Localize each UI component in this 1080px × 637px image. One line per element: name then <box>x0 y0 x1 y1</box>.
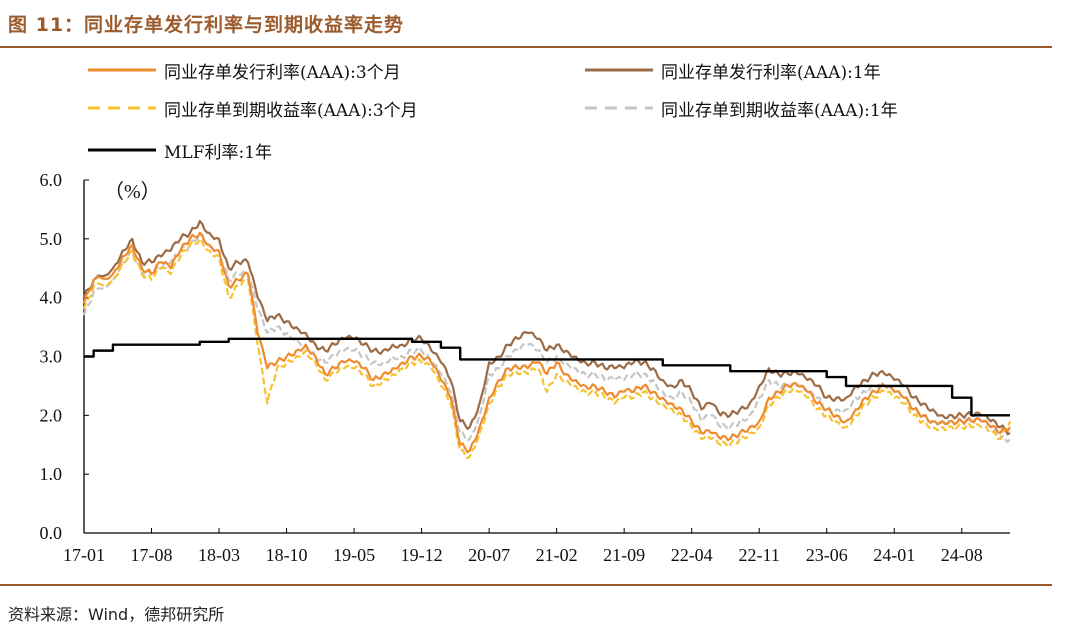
legend-item-mlf: MLF利率:1年 <box>88 138 273 163</box>
y-tick-label: 6.0 <box>40 170 63 190</box>
legend-label-issue-1y: 同业存单发行利率(AAA):1年 <box>661 62 881 83</box>
series-mlf <box>84 337 1010 417</box>
x-tick-label: 17-08 <box>131 545 173 565</box>
y-tick-label: 5.0 <box>40 229 63 249</box>
legend-item-ytm-1y: 同业存单到期收益率(AAA):1年 <box>585 96 898 121</box>
y-tick-label: 1.0 <box>40 464 63 484</box>
x-tick-label: 24-01 <box>873 545 915 565</box>
x-tick-label: 18-03 <box>198 545 240 565</box>
chart-series <box>82 220 1012 460</box>
top-rule <box>0 46 1052 48</box>
legend-swatch-ytm-1y <box>585 106 653 110</box>
y-tick-label: 2.0 <box>40 405 63 425</box>
legend-item-ytm-3m: 同业存单到期收益率(AAA):3个月 <box>88 96 418 121</box>
legend-label-ytm-1y: 同业存单到期收益率(AAA):1年 <box>661 100 898 121</box>
bottom-rule <box>0 584 1052 586</box>
y-tick-label: 3.0 <box>40 347 63 367</box>
x-tick-label: 17-01 <box>63 545 105 565</box>
y-tick-label: 4.0 <box>40 288 63 308</box>
x-tick-label: 21-09 <box>603 545 645 565</box>
x-tick-label: 23-06 <box>806 545 848 565</box>
legend-label-ytm-3m: 同业存单到期收益率(AAA):3个月 <box>164 100 418 121</box>
series-issue-3m <box>82 231 1011 454</box>
x-tick-label: 18-10 <box>266 545 308 565</box>
figure-title: 图 11：同业存单发行利率与到期收益率走势 <box>8 14 405 36</box>
legend-swatch-ytm-3m <box>88 106 156 110</box>
x-tick-label: 19-12 <box>401 545 443 565</box>
x-tick-label: 20-07 <box>468 545 510 565</box>
source-note: 资料来源：Wind，德邦研究所 <box>8 605 225 624</box>
y-tick-label: 0.0 <box>40 523 63 543</box>
legend-swatch-mlf <box>88 148 156 152</box>
y-unit-label: （%） <box>104 180 161 203</box>
series-ytm-3m <box>82 237 1012 460</box>
x-tick-label: 24-08 <box>941 545 983 565</box>
x-tick-label: 19-05 <box>333 545 375 565</box>
x-tick-label: 21-02 <box>536 545 578 565</box>
x-tick-label: 22-04 <box>671 545 713 565</box>
rate-line-chart: 0.0 1.0 2.0 3.0 4.0 5.0 6.0 17-01 17-08 18-03 18-1… <box>40 170 1012 565</box>
chart-axes: 0.0 1.0 2.0 3.0 4.0 5.0 6.0 17-01 17-08 18-03 18-1… <box>40 170 1010 565</box>
legend-item-issue-1y: 同业存单发行利率(AAA):1年 <box>585 58 881 83</box>
legend-label-issue-3m: 同业存单发行利率(AAA):3个月 <box>164 62 401 83</box>
legend-label-mlf: MLF利率:1年 <box>164 142 273 163</box>
legend-swatch-issue-3m <box>88 68 156 72</box>
legend-item-issue-3m: 同业存单发行利率(AAA):3个月 <box>88 58 401 83</box>
legend-swatch-issue-1y <box>585 68 653 72</box>
series-ytm-1y <box>82 231 1011 444</box>
x-tick-label: 22-11 <box>739 545 780 565</box>
series-issue-1y <box>82 220 1011 436</box>
